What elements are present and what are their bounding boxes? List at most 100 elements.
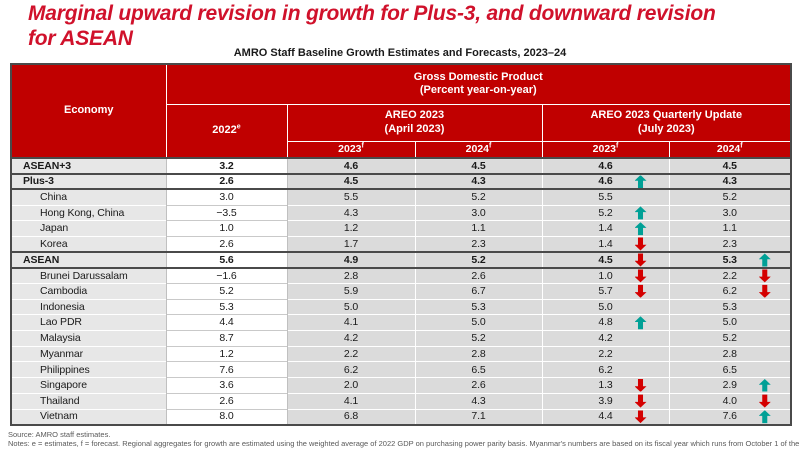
economy-name-cell: Thailand	[11, 392, 166, 409]
source-note: Source: AMRO staff estimates.	[8, 430, 111, 439]
value-april-2023-cell: 2.8	[286, 267, 416, 284]
value-april-2024-cell: 7.1	[414, 408, 543, 425]
value-july-2023-cell: 3.9	[541, 392, 670, 409]
value-2022-cell: 3.0	[165, 188, 288, 206]
revision-arrow-icon	[758, 253, 771, 267]
value-july-2024-cell: 1.1	[668, 220, 792, 237]
header-areo-april: AREO 2023 (April 2023)	[286, 103, 543, 142]
header-april-2024: 2024f	[414, 140, 543, 159]
value-july-2024-cell: 6.2	[668, 283, 792, 300]
revision-arrow-icon	[634, 394, 647, 408]
header-july-2023: 2023f	[541, 140, 670, 159]
table-row: Korea 2.6 1.7 2.3 1.4 2.3	[11, 235, 792, 253]
economy-name-cell: Japan	[11, 220, 166, 237]
table-row: Thailand 2.6 4.1 4.3 3.9 4.0	[11, 392, 792, 409]
value-april-2024-cell: 5.3	[414, 298, 543, 315]
value-july-2023-cell: 6.2	[541, 361, 670, 378]
value-april-2024-cell: 6.7	[414, 283, 543, 300]
table-row: ASEAN+3 3.2 4.6 4.5 4.6 4.5	[11, 157, 792, 175]
header-2022: 2022e	[165, 103, 288, 159]
table-row: Myanmar 1.2 2.2 2.8 2.2 2.8	[11, 345, 792, 362]
value-2022-cell: 1.2	[165, 345, 288, 362]
value-april-2023-cell: 4.9	[286, 251, 416, 269]
table-row: Vietnam 8.0 6.8 7.1 4.4 7.6	[11, 408, 792, 425]
revision-arrow-icon	[634, 237, 647, 251]
revision-arrow-icon	[758, 378, 771, 392]
economy-name-cell: Philippines	[11, 361, 166, 378]
economy-name-cell: ASEAN+3	[11, 157, 166, 175]
value-july-2023-cell: 5.5	[541, 188, 670, 206]
value-april-2023-cell: 5.5	[286, 188, 416, 206]
value-april-2023-cell: 4.2	[286, 330, 416, 347]
footnotes: Notes: e = estimates, f = forecast. Regi…	[8, 439, 800, 448]
header-july-2024: 2024f	[668, 140, 792, 159]
table-row: Singapore 3.6 2.0 2.6 1.3 2.9	[11, 377, 792, 394]
value-july-2024-cell: 4.3	[668, 172, 792, 191]
revision-arrow-icon	[634, 253, 647, 267]
gdp-banner-title: Gross Domestic Product	[413, 70, 543, 83]
value-2022-cell: −3.5	[165, 204, 288, 221]
value-2022-cell: 3.6	[165, 377, 288, 394]
value-july-2024-cell: 4.5	[668, 157, 792, 175]
table-row: Indonesia 5.3 5.0 5.3 5.0 5.3	[11, 298, 792, 315]
value-july-2024-cell: 6.5	[668, 361, 792, 378]
value-2022-cell: 7.6	[165, 361, 288, 378]
value-july-2023-cell: 4.4	[541, 408, 670, 425]
value-july-2024-cell: 2.9	[668, 377, 792, 394]
table-row: Japan 1.0 1.2 1.1 1.4 1.1	[11, 220, 792, 237]
value-april-2024-cell: 6.5	[414, 361, 543, 378]
value-april-2023-cell: 4.1	[286, 314, 416, 331]
revision-arrow-icon	[634, 410, 647, 424]
value-july-2024-cell: 2.8	[668, 345, 792, 362]
value-april-2024-cell: 3.0	[414, 204, 543, 221]
revision-arrow-icon	[634, 269, 647, 283]
header-gdp-banner: Gross Domestic Product (Percent year-on-…	[165, 63, 792, 105]
value-july-2023-cell: 1.4	[541, 235, 670, 253]
value-july-2023-cell: 5.2	[541, 204, 670, 221]
table-row: Plus-3 2.6 4.5 4.3 4.6 4.3	[11, 172, 792, 191]
table-row: Lao PDR 4.4 4.1 5.0 4.8 5.0	[11, 314, 792, 331]
value-april-2023-cell: 4.1	[286, 392, 416, 409]
value-july-2023-cell: 5.0	[541, 298, 670, 315]
table-body: ASEAN+3 3.2 4.6 4.5 4.6 4.5 Plus-3 2.6 4…	[11, 157, 792, 425]
table-row: ASEAN 5.6 4.9 5.2 4.5 5.3	[11, 251, 792, 269]
value-april-2023-cell: 1.2	[286, 220, 416, 237]
value-april-2023-cell: 5.0	[286, 298, 416, 315]
header-areo-july: AREO 2023 Quarterly Update (July 2023)	[541, 103, 792, 142]
value-july-2023-cell: 1.0	[541, 267, 670, 284]
value-2022-cell: 5.3	[165, 298, 288, 315]
revision-arrow-icon	[634, 175, 647, 189]
value-july-2023-cell: 1.4	[541, 220, 670, 237]
table-header: Economy Gross Domestic Product (Percent …	[10, 63, 792, 159]
value-2022-cell: 8.7	[165, 330, 288, 347]
value-april-2023-cell: 1.7	[286, 235, 416, 253]
value-april-2024-cell: 5.2	[414, 330, 543, 347]
value-july-2024-cell: 5.3	[668, 298, 792, 315]
table-row: Brunei Darussalam −1.6 2.8 2.6 1.0 2.2	[11, 267, 792, 284]
value-july-2024-cell: 2.2	[668, 267, 792, 284]
value-july-2023-cell: 2.2	[541, 345, 670, 362]
value-2022-cell: 2.6	[165, 392, 288, 409]
gdp-banner-subtitle: (Percent year-on-year)	[419, 84, 537, 97]
value-april-2024-cell: 4.5	[414, 157, 543, 175]
economy-name-cell: Hong Kong, China	[11, 204, 166, 221]
value-july-2024-cell: 5.2	[668, 188, 792, 206]
revision-arrow-icon	[758, 269, 771, 283]
page-title: Marginal upward revision in growth for P…	[28, 2, 716, 50]
revision-arrow-icon	[758, 394, 771, 408]
value-july-2024-cell: 5.3	[668, 251, 792, 269]
economy-name-cell: Plus-3	[11, 172, 166, 191]
value-2022-cell: 8.0	[165, 408, 288, 425]
economy-name-cell: Brunei Darussalam	[11, 267, 166, 284]
value-july-2023-cell: 4.6	[541, 157, 670, 175]
value-july-2023-cell: 4.5	[541, 251, 670, 269]
table-caption: AMRO Staff Baseline Growth Estimates and…	[233, 47, 567, 59]
table-row: Cambodia 5.2 5.9 6.7 5.7 6.2	[11, 283, 792, 300]
economy-name-cell: Malaysia	[11, 330, 166, 347]
value-july-2024-cell: 5.0	[668, 314, 792, 331]
value-april-2023-cell: 6.8	[286, 408, 416, 425]
revision-arrow-icon	[634, 378, 647, 392]
value-april-2024-cell: 1.1	[414, 220, 543, 237]
value-july-2024-cell: 2.3	[668, 235, 792, 253]
